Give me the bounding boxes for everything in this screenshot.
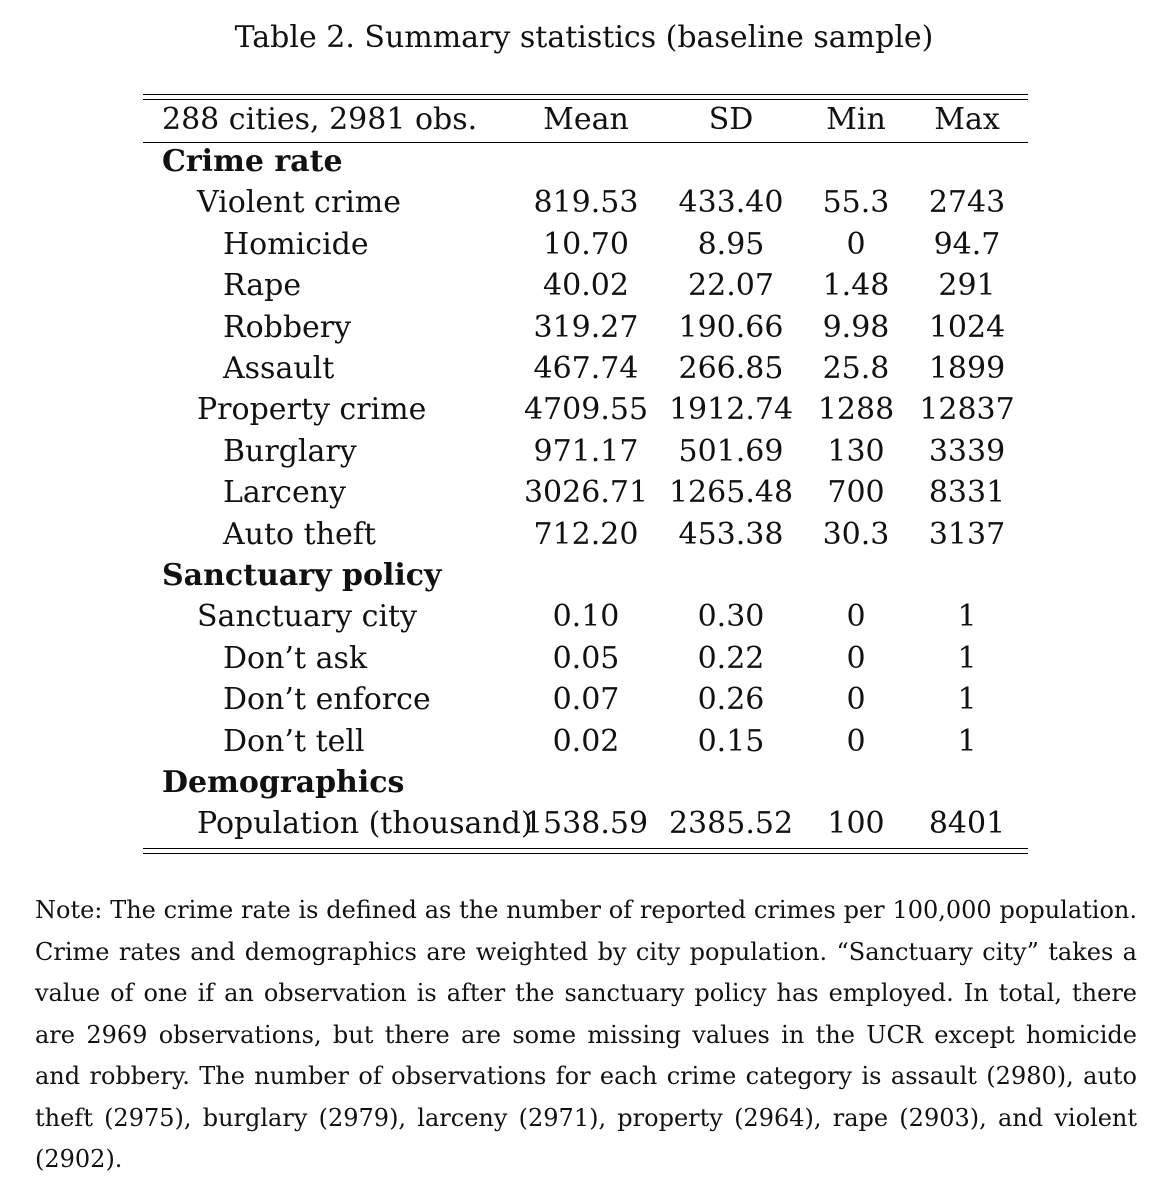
sd-cell: 2385.52 bbox=[668, 806, 794, 842]
min-cell: 55.3 bbox=[822, 185, 890, 221]
bottom-rule-2 bbox=[143, 853, 1028, 854]
mean-cell: 319.27 bbox=[533, 309, 639, 345]
max-cell: 8331 bbox=[928, 475, 1006, 511]
header-rule bbox=[143, 142, 1028, 143]
mean-cell: 712.20 bbox=[533, 516, 639, 552]
table-note: Note: The crime rate is defined as the n… bbox=[35, 896, 1137, 1173]
max-cell: 8401 bbox=[928, 806, 1006, 842]
max-cell: 1 bbox=[957, 599, 977, 635]
sd-cell: 0.26 bbox=[697, 682, 765, 718]
top-rule-2 bbox=[143, 99, 1028, 100]
row-label: Don’t ask bbox=[223, 640, 368, 676]
mean-cell: 467.74 bbox=[533, 351, 639, 386]
max-cell: 94.7 bbox=[933, 226, 1001, 262]
sd-cell: 453.38 bbox=[678, 516, 784, 552]
min-cell: 0 bbox=[846, 599, 866, 635]
row-label: Violent crime bbox=[197, 185, 401, 221]
row-label: Homicide bbox=[223, 226, 369, 262]
min-cell: 0 bbox=[846, 682, 866, 718]
max-cell: 12837 bbox=[919, 392, 1015, 428]
min-cell: 700 bbox=[827, 475, 885, 511]
sd-cell: 8.95 bbox=[697, 226, 765, 262]
min-cell: 0 bbox=[846, 723, 866, 759]
sd-cell: 0.15 bbox=[697, 723, 765, 759]
row-label: Population (thousand) bbox=[197, 806, 533, 842]
max-cell: 291 bbox=[938, 268, 996, 304]
mean-cell: 10.70 bbox=[543, 226, 629, 262]
mean-cell: 4709.55 bbox=[523, 392, 649, 428]
mean-cell: 0.10 bbox=[552, 599, 620, 635]
mean-cell: 0.05 bbox=[552, 640, 620, 676]
row-label: Property crime bbox=[197, 392, 427, 428]
min-cell: 130 bbox=[827, 433, 885, 469]
min-cell: 100 bbox=[827, 806, 885, 842]
max-cell: 3137 bbox=[928, 516, 1006, 552]
row-label: Sanctuary city bbox=[197, 599, 418, 635]
top-rule-1 bbox=[143, 94, 1028, 95]
mean-cell: 0.07 bbox=[552, 682, 620, 718]
min-cell: 30.3 bbox=[822, 516, 890, 552]
min-cell: 0 bbox=[846, 226, 866, 262]
row-label: Larceny bbox=[223, 475, 346, 511]
header-min: Min bbox=[826, 102, 886, 137]
header-sample: 288 cities, 2981 obs. bbox=[162, 102, 478, 137]
min-cell: 1288 bbox=[817, 392, 895, 428]
document-page: Table 2. Summary statistics (baseline sa… bbox=[35, 20, 1137, 1173]
header-max: Max bbox=[934, 102, 1000, 137]
max-cell: 1899 bbox=[928, 351, 1006, 386]
row-label: Assault bbox=[223, 351, 335, 386]
row-label: Auto theft bbox=[223, 516, 376, 552]
sd-cell: 1265.48 bbox=[668, 475, 794, 511]
row-label: Don’t enforce bbox=[223, 682, 431, 718]
mean-cell: 819.53 bbox=[533, 185, 639, 221]
max-cell: 1 bbox=[957, 682, 977, 718]
sd-cell: 433.40 bbox=[678, 185, 784, 221]
row-label: Don’t tell bbox=[223, 723, 365, 759]
sd-cell: 0.22 bbox=[697, 640, 765, 676]
max-cell: 1024 bbox=[928, 309, 1006, 345]
mean-cell: 3026.71 bbox=[523, 475, 649, 511]
bottom-rule-1 bbox=[143, 848, 1028, 849]
row-label: Robbery bbox=[223, 309, 352, 345]
sd-cell: 22.07 bbox=[688, 268, 774, 304]
sd-cell: 501.69 bbox=[678, 433, 784, 469]
min-cell: 25.8 bbox=[822, 351, 890, 386]
header-mean: Mean bbox=[543, 102, 629, 137]
section-heading: Demographics bbox=[162, 765, 405, 800]
max-cell: 1 bbox=[957, 640, 977, 676]
max-cell: 3339 bbox=[928, 433, 1006, 469]
table-caption: Table 2. Summary statistics (baseline sa… bbox=[234, 20, 934, 55]
max-cell: 1 bbox=[957, 723, 977, 759]
mean-cell: 0.02 bbox=[552, 723, 620, 759]
section-heading: Crime rate bbox=[162, 144, 343, 179]
mean-cell: 1538.59 bbox=[523, 806, 649, 842]
mean-cell: 40.02 bbox=[543, 268, 629, 304]
min-cell: 1.48 bbox=[822, 268, 890, 304]
sd-cell: 1912.74 bbox=[668, 392, 794, 428]
min-cell: 9.98 bbox=[822, 309, 890, 345]
mean-cell: 971.17 bbox=[533, 433, 639, 469]
header-sd: SD bbox=[708, 102, 754, 137]
sd-cell: 190.66 bbox=[678, 309, 784, 345]
min-cell: 0 bbox=[846, 640, 866, 676]
row-label: Rape bbox=[223, 268, 302, 304]
sd-cell: 0.30 bbox=[697, 599, 765, 635]
sd-cell: 266.85 bbox=[678, 351, 784, 386]
section-heading: Sanctuary policy bbox=[162, 558, 442, 593]
row-label: Burglary bbox=[223, 433, 357, 469]
max-cell: 2743 bbox=[928, 185, 1006, 221]
